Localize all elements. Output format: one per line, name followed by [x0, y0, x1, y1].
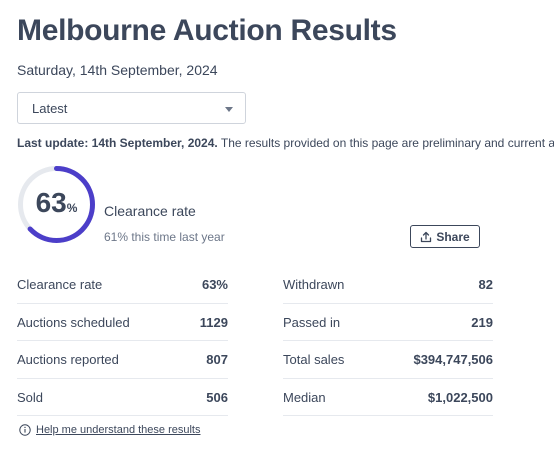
page-title: Melbourne Auction Results — [17, 14, 397, 47]
last-update-notice: Last update: 14th September, 2024. The r… — [17, 136, 554, 150]
stat-row-passed-in: Passed in 219 — [283, 304, 493, 341]
stat-label: Auctions scheduled — [17, 314, 130, 330]
stat-row-median: Median $1,022,500 — [283, 379, 493, 416]
stat-label: Sold — [17, 389, 44, 405]
stat-label: Auctions reported — [17, 352, 119, 367]
share-label: Share — [436, 229, 470, 244]
stat-value: 63% — [201, 277, 228, 292]
info-icon — [19, 424, 31, 436]
clearance-gauge: 63% — [17, 165, 96, 244]
stats-left-column: Clearance rate 63% Auctions scheduled 11… — [17, 266, 228, 416]
stat-row-sold: Sold 506 — [17, 379, 228, 416]
stat-value: 807 — [206, 352, 228, 367]
gauge-unit: % — [66, 201, 78, 215]
stat-value: $394,747,506 — [413, 352, 493, 367]
help-section: Help me understand these results — [19, 424, 200, 436]
results-date: Saturday, 14th September, 2024 — [17, 62, 218, 78]
stat-value: $1,022,500 — [427, 389, 493, 405]
stat-label: Median — [283, 389, 326, 405]
stat-value: 219 — [471, 314, 493, 330]
chevron-down-icon — [225, 107, 233, 112]
period-select-value: Latest — [32, 101, 68, 116]
last-update-date: Last update: 14th September, 2024. — [17, 136, 218, 150]
gauge-value: 63% — [17, 187, 96, 219]
help-link[interactable]: Help me understand these results — [36, 424, 201, 436]
stat-row-auctions-scheduled: Auctions scheduled 1129 — [17, 304, 228, 341]
stat-value: 1129 — [199, 314, 228, 330]
period-select[interactable]: Latest — [17, 92, 246, 124]
stat-row-withdrawn: Withdrawn 82 — [283, 266, 493, 304]
stats-right-column: Withdrawn 82 Passed in 219 Total sales $… — [283, 266, 493, 416]
stat-value: 506 — [206, 389, 228, 405]
stat-row-auctions-reported: Auctions reported 807 — [17, 341, 228, 379]
last-update-text: The results provided on this page are pr… — [217, 136, 554, 150]
stat-row-clearance-rate: Clearance rate 63% — [17, 266, 228, 304]
share-button[interactable]: Share — [410, 225, 480, 248]
share-icon — [421, 231, 432, 242]
stat-label: Total sales — [283, 352, 345, 367]
stat-label: Withdrawn — [283, 277, 345, 292]
stat-row-total-sales: Total sales $394,747,506 — [283, 341, 493, 379]
stat-label: Clearance rate — [17, 277, 103, 292]
last-year-comparison: 61% this time last year — [104, 230, 225, 244]
stat-value: 82 — [478, 277, 493, 292]
gauge-number: 63 — [35, 187, 67, 218]
clearance-gauge-ring — [18, 166, 95, 243]
clearance-rate-label: Clearance rate — [104, 203, 196, 219]
stat-label: Passed in — [283, 314, 341, 330]
gauge-fill — [18, 166, 95, 243]
